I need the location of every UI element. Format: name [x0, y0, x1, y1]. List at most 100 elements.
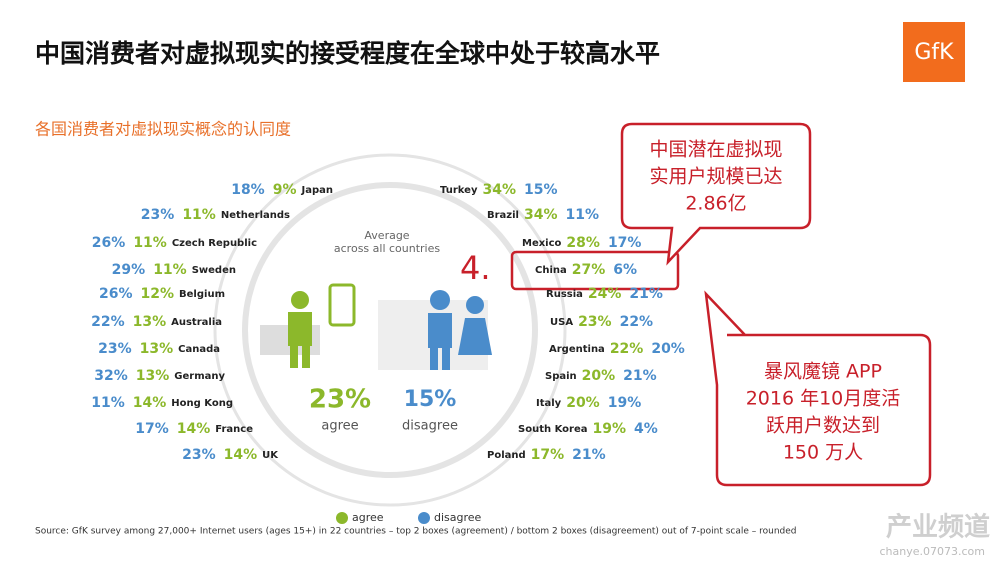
- legend-dot: [418, 512, 430, 524]
- agree-value: 22%: [610, 341, 644, 357]
- country: Mexico: [522, 238, 562, 249]
- agree-value: 12%: [141, 286, 175, 302]
- country: Spain: [545, 371, 577, 382]
- row: Spain 20% 21%: [545, 368, 657, 384]
- agree-value: 14%: [177, 421, 211, 437]
- disagree-value: 21%: [629, 286, 663, 302]
- legend-dot: [336, 512, 348, 524]
- disagree-value: 21%: [623, 368, 657, 384]
- country: Sweden: [192, 265, 236, 276]
- callout-text: 跃用户数达到: [766, 415, 880, 437]
- avg-disagree-label: disagree: [402, 419, 458, 434]
- row: Brazil 34% 11%: [487, 207, 599, 223]
- agree-value: 9%: [273, 182, 297, 198]
- country: Netherlands: [221, 210, 290, 221]
- agree-value: 11%: [133, 235, 167, 251]
- watermark: 产业频道: [886, 512, 990, 543]
- row: South Korea 19% 4%: [518, 421, 658, 437]
- country: Belgium: [179, 289, 225, 300]
- legend-label: agree: [352, 511, 384, 524]
- avg-heading: across all countries: [334, 242, 440, 255]
- highlight: [510, 250, 680, 291]
- agree-value: 17%: [531, 447, 565, 463]
- row: 23% 13% Canada: [98, 341, 220, 357]
- agree-value: 34%: [482, 182, 516, 198]
- disagree-value: 32%: [94, 368, 128, 384]
- disagree-value: 23%: [182, 447, 216, 463]
- agree-value: 23%: [578, 314, 612, 330]
- country: Italy: [536, 398, 562, 409]
- country: Hong Kong: [171, 398, 233, 409]
- disagree-value: 17%: [135, 421, 169, 437]
- country: USA: [550, 317, 573, 328]
- agree-value: 19%: [592, 421, 626, 437]
- callout: [704, 290, 932, 487]
- row: Turkey 34% 15%: [440, 182, 558, 198]
- country: Czech Republic: [172, 238, 257, 249]
- country: Japan: [301, 185, 334, 196]
- legend-label: disagree: [434, 511, 482, 524]
- row: 29% 11% Sweden: [112, 262, 236, 278]
- disagree-value: 26%: [99, 286, 133, 302]
- agree-value: 11%: [182, 207, 216, 223]
- disagree-value: 22%: [620, 314, 654, 330]
- row: USA 23% 22%: [550, 314, 653, 330]
- agree-value: 14%: [224, 447, 258, 463]
- disagree-value: 4%: [634, 421, 658, 437]
- subtitle: 各国消费者对虚拟现实概念的认同度: [35, 120, 291, 139]
- disagree-value: 17%: [608, 235, 642, 251]
- row: Italy 20% 19%: [536, 395, 641, 411]
- agree-value: 28%: [566, 235, 600, 251]
- avg-heading: Average: [364, 229, 409, 242]
- row: Russia 24% 21%: [546, 286, 663, 302]
- callout-text: 中国潜在虚拟现: [649, 139, 782, 161]
- callout-text: 150 万人: [783, 442, 863, 464]
- row: 26% 12% Belgium: [99, 286, 225, 302]
- disagree-value: 18%: [231, 182, 265, 198]
- country: Canada: [178, 344, 220, 355]
- avg-agree-label: agree: [321, 419, 358, 434]
- agree-value: 20%: [582, 368, 616, 384]
- disagree-value: 23%: [98, 341, 132, 357]
- row: 26% 11% Czech Republic: [92, 235, 257, 251]
- row: Argentina 22% 20%: [549, 341, 685, 357]
- logo: GfK: [914, 40, 954, 65]
- country: Poland: [487, 450, 526, 461]
- disagree-value: 26%: [92, 235, 126, 251]
- agree-value: 14%: [133, 395, 167, 411]
- row: 32% 13% Germany: [94, 368, 225, 384]
- title: 中国消费者对虚拟现实的接受程度在全球中处于较高水平: [35, 39, 660, 68]
- disagree-value: 6%: [613, 262, 637, 278]
- agree-value: 13%: [133, 314, 167, 330]
- row: Mexico 28% 17%: [522, 235, 641, 251]
- disagree-value: 29%: [112, 262, 146, 278]
- country: Australia: [171, 317, 222, 328]
- agree-value: 13%: [136, 368, 170, 384]
- agree-value: 11%: [153, 262, 187, 278]
- country: Russia: [546, 289, 583, 300]
- disagree-value: 22%: [91, 314, 125, 330]
- row: 23% 14% UK: [182, 447, 279, 463]
- disagree-value: 21%: [572, 447, 606, 463]
- agree-value: 20%: [566, 395, 600, 411]
- avg-disagree: 15%: [404, 387, 457, 412]
- rank: 4.: [460, 249, 491, 287]
- country: France: [215, 424, 253, 435]
- callout-text: 2016 年10月度活: [746, 388, 901, 410]
- callout-text: 实用户规模已达: [649, 166, 782, 188]
- country: Germany: [174, 371, 225, 382]
- callout-text: 暴风魔镜 APP: [764, 361, 882, 383]
- row: 23% 11% Netherlands: [141, 207, 290, 223]
- disagree-value: 11%: [91, 395, 125, 411]
- row: Poland 17% 21%: [487, 447, 606, 463]
- logo-box: [903, 22, 965, 82]
- row: 22% 13% Australia: [91, 314, 222, 330]
- disagree-value: 19%: [608, 395, 642, 411]
- agree-value: 24%: [588, 286, 622, 302]
- disagree-value: 15%: [524, 182, 558, 198]
- callout-text: 2.86亿: [685, 193, 746, 215]
- country: South Korea: [518, 424, 587, 435]
- country: Argentina: [549, 344, 605, 355]
- avg-agree: 23%: [309, 385, 371, 415]
